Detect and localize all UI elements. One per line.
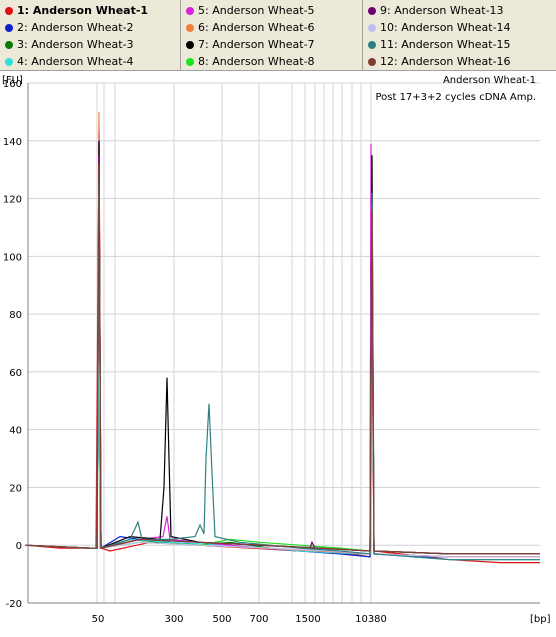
x-tick-label: 300	[164, 614, 183, 625]
legend-column: 1: Anderson Wheat-1 2: Anderson Wheat-2 …	[0, 2, 148, 70]
series-line	[24, 155, 540, 555]
legend-column: 5: Anderson Wheat-5 6: Anderson Wheat-6 …	[181, 2, 315, 70]
y-tick-label: 0	[16, 541, 22, 552]
sample-dot-icon	[368, 24, 376, 32]
y-tick-label: 20	[9, 483, 22, 494]
legend-item[interactable]: 10: Anderson Wheat-14	[363, 19, 511, 36]
sample-dot-icon	[5, 7, 13, 15]
legend-label: 10: Anderson Wheat-14	[380, 21, 511, 34]
series-group	[24, 111, 540, 564]
sample-subtitle: Post 17+3+2 cycles cDNA Amp.	[375, 92, 536, 103]
sample-dot-icon	[368, 7, 376, 15]
sample-dot-icon	[5, 24, 13, 32]
series-line	[24, 175, 540, 561]
y-tick-label: 100	[3, 252, 22, 263]
legend-divider	[362, 0, 363, 70]
legend-item[interactable]: 2: Anderson Wheat-2	[0, 19, 148, 36]
y-tick-label: -20	[6, 599, 22, 610]
x-tick-label: 500	[212, 614, 231, 625]
legend-label: 4: Anderson Wheat-4	[17, 55, 134, 68]
x-tick-label: 1500	[295, 614, 320, 625]
legend-label: 8: Anderson Wheat-8	[198, 55, 315, 68]
legend-item[interactable]: 1: Anderson Wheat-1	[0, 2, 148, 19]
series-line	[24, 140, 540, 555]
y-tick-label: 40	[9, 426, 22, 437]
legend-item[interactable]: 8: Anderson Wheat-8	[181, 53, 315, 70]
sample-dot-icon	[186, 7, 194, 15]
y-tick-label: 120	[3, 195, 22, 206]
legend-label: 6: Anderson Wheat-6	[198, 21, 315, 34]
y-tick-label: 160	[3, 79, 22, 90]
legend-label: 9: Anderson Wheat-13	[380, 4, 504, 17]
sample-dot-icon	[5, 58, 13, 66]
legend-item[interactable]: 3: Anderson Wheat-3	[0, 36, 148, 53]
legend-panel: 1: Anderson Wheat-1 2: Anderson Wheat-2 …	[0, 0, 556, 71]
legend-label: 11: Anderson Wheat-15	[380, 38, 511, 51]
series-line	[24, 198, 540, 558]
legend-label: 5: Anderson Wheat-5	[198, 4, 315, 17]
legend-item[interactable]: 11: Anderson Wheat-15	[363, 36, 511, 53]
sample-dot-icon	[368, 58, 376, 66]
legend-label: 2: Anderson Wheat-2	[17, 21, 134, 34]
sample-title: Anderson Wheat-1	[443, 75, 536, 86]
legend-label: 12: Anderson Wheat-16	[380, 55, 511, 68]
legend-divider	[180, 0, 181, 70]
electropherogram-chart: -20 0 20 40 60 80 100 120 140 160 50 300 500 700 1500 1…	[2, 75, 551, 625]
x-tick-label: 50	[92, 614, 105, 625]
plot-background	[0, 71, 556, 637]
series-line	[24, 184, 540, 558]
x-tick-label: 10380	[355, 614, 387, 625]
sample-dot-icon	[368, 41, 376, 49]
legend-item[interactable]: 12: Anderson Wheat-16	[363, 53, 511, 70]
legend-item[interactable]: 7: Anderson Wheat-7	[181, 36, 315, 53]
y-tick-label: 140	[3, 137, 22, 148]
series-line	[24, 126, 540, 558]
legend-label: 1: Anderson Wheat-1	[17, 4, 149, 17]
x-tick-label: 700	[249, 614, 268, 625]
tick-labels: -20 0 20 40 60 80 100 120 140 160 50 300 500 700 1500 1…	[3, 79, 387, 625]
series-line	[24, 111, 540, 558]
series-line	[24, 132, 540, 558]
legend-item[interactable]: 6: Anderson Wheat-6	[181, 19, 315, 36]
legend-label: 7: Anderson Wheat-7	[198, 38, 315, 51]
sample-dot-icon	[186, 41, 194, 49]
legend-item[interactable]: 9: Anderson Wheat-13	[363, 2, 511, 19]
grid	[28, 82, 540, 604]
y-tick-label: 80	[9, 310, 22, 321]
series-line	[24, 146, 540, 564]
legend-item[interactable]: 4: Anderson Wheat-4	[0, 53, 148, 70]
series-line	[24, 169, 540, 555]
y-axis-unit: [FU]	[2, 75, 23, 86]
sample-dot-icon	[186, 58, 194, 66]
legend-label: 3: Anderson Wheat-3	[17, 38, 134, 51]
legend-column: 9: Anderson Wheat-13 10: Anderson Wheat-…	[363, 2, 511, 70]
sample-dot-icon	[5, 41, 13, 49]
x-axis-unit: [bp]	[530, 614, 551, 625]
legend-item[interactable]: 5: Anderson Wheat-5	[181, 2, 315, 19]
y-tick-label: 60	[9, 368, 22, 379]
sample-dot-icon	[186, 24, 194, 32]
series-line	[24, 163, 540, 555]
axes	[27, 83, 540, 604]
